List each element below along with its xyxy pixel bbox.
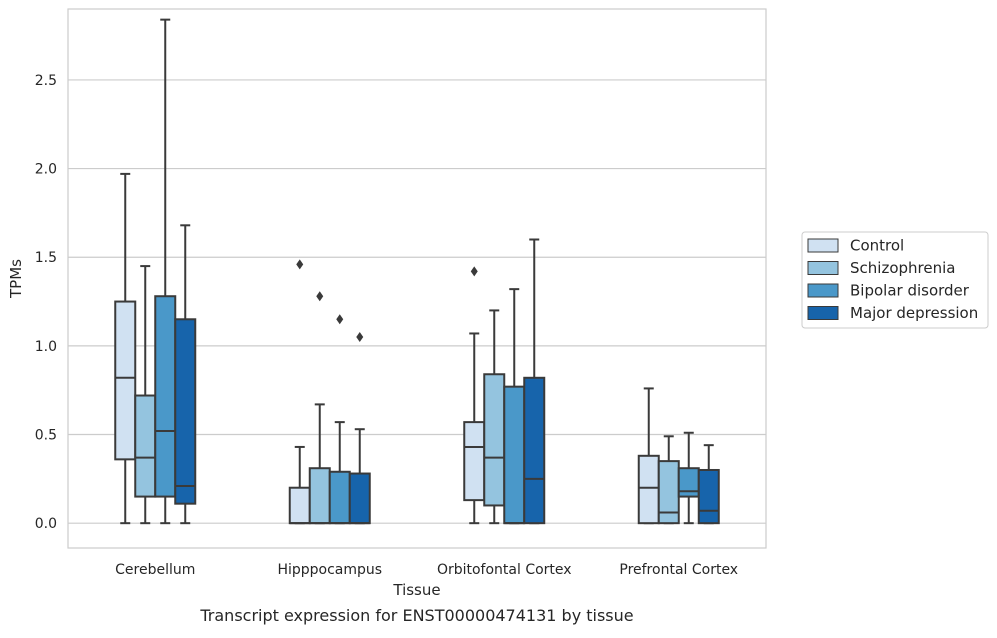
outlier-point <box>296 259 304 270</box>
box-body <box>657 460 680 525</box>
plot-frame <box>67 8 767 549</box>
box-body <box>308 467 331 525</box>
box-0-2 <box>463 266 486 525</box>
box-body <box>677 467 700 498</box>
outlier-point <box>316 291 324 302</box>
box-body <box>174 318 197 505</box>
box-1-3 <box>657 435 680 525</box>
legend-swatch <box>807 238 839 253</box>
y-tick-label: 0.0 <box>35 516 57 532</box>
box-3-3 <box>697 444 720 525</box>
box-body <box>154 295 177 498</box>
legend-swatch <box>807 306 839 320</box>
box-2-3 <box>677 431 700 525</box>
box-body <box>463 421 486 502</box>
outlier-point <box>470 266 478 277</box>
box-3-0 <box>174 224 197 525</box>
y-axis-label: TPMs <box>7 259 25 299</box>
box-0-3 <box>637 387 660 525</box>
y-tick-label: 2.5 <box>35 73 57 89</box>
x-axis-ticks: Cerebellum Hipppocampus Orbitofontal Corte… <box>115 562 738 578</box>
box-body <box>328 470 351 525</box>
x-tick-label: Cerebellum <box>115 562 195 578</box>
legend-swatch <box>807 283 839 298</box>
box-1-1 <box>308 291 331 525</box>
box-1-0 <box>134 265 157 525</box>
box-3-1 <box>348 332 371 525</box>
legend: Control Schizophrenia Bipolar disorder Majo… <box>801 231 989 329</box>
box-2-2 <box>503 288 526 525</box>
legend-label: Major depression <box>850 304 978 322</box>
box-body <box>483 373 506 507</box>
x-tick-label: Prefrontal Cortex <box>619 562 738 578</box>
box-body <box>697 468 720 525</box>
outlier-point <box>356 332 364 343</box>
legend-label: Schizophrenia <box>850 259 955 277</box>
box-body <box>348 472 371 525</box>
legend-label: Bipolar disorder <box>850 282 970 300</box>
x-axis-label: Tissue <box>392 581 440 599</box>
x-tick-label: Hipppocampus <box>277 562 382 578</box>
chart-caption: Transcript expression for ENST0000047413… <box>199 606 633 625</box>
legend-swatch <box>807 261 839 275</box>
box-groups <box>114 18 720 525</box>
y-tick-label: 1.5 <box>35 250 57 266</box>
x-tick-label: Orbitofontal Cortex <box>437 562 572 578</box>
box-2-0 <box>154 18 177 525</box>
box-0-1 <box>288 259 311 525</box>
box-body <box>523 376 546 525</box>
legend-frame <box>801 231 989 329</box>
outlier-point <box>336 314 344 325</box>
box-body <box>288 486 311 525</box>
box-0-0 <box>114 172 137 525</box>
box-body <box>134 394 157 498</box>
box-body <box>503 385 526 525</box>
box-1-2 <box>483 309 506 525</box>
box-body <box>114 300 137 461</box>
y-tick-label: 2.0 <box>35 162 57 178</box>
y-axis-ticks: 0.0 0.5 1.0 1.5 2.0 2.5 <box>35 73 57 532</box>
box-3-2 <box>523 238 546 525</box>
legend-label: Control <box>850 237 904 255</box>
box-body <box>637 454 660 525</box>
y-tick-label: 0.5 <box>35 428 57 444</box>
y-tick-label: 1.0 <box>35 339 57 355</box>
